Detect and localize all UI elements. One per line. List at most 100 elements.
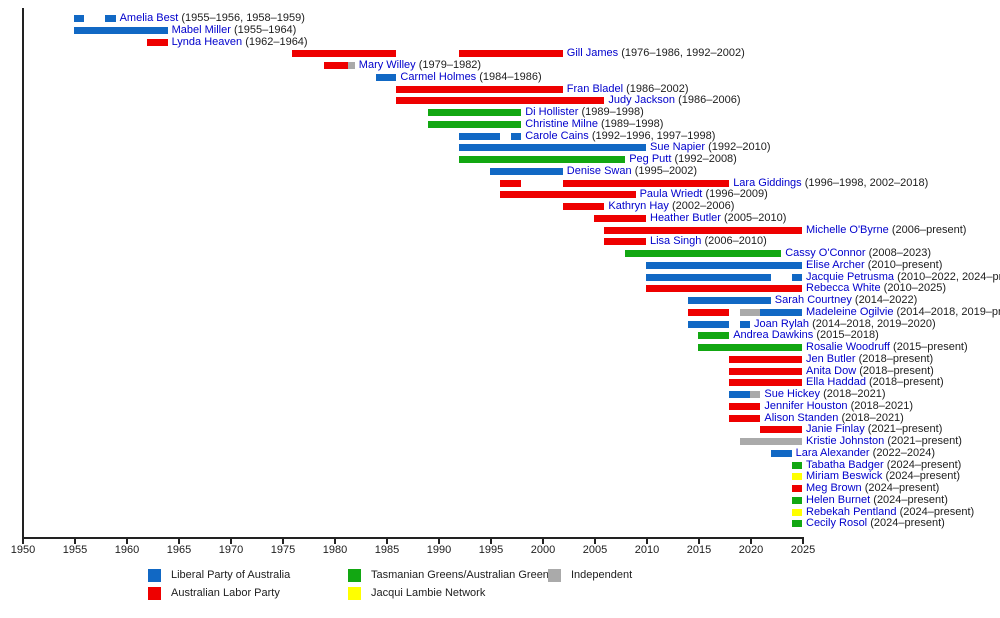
timeline-bar-independent <box>739 308 761 316</box>
member-name-link[interactable]: Rebekah Pentland <box>806 505 897 518</box>
member-label: Carmel Holmes (1984–1986) <box>400 70 541 83</box>
member-name-link[interactable]: Jacquie Petrusma <box>806 270 895 283</box>
member-name-link[interactable]: Helen Burnet <box>806 493 871 506</box>
member-name-link[interactable]: Kristie Johnston <box>806 435 885 447</box>
timeline-bar-liberal <box>770 449 792 457</box>
timeline-bar-greens <box>791 520 802 528</box>
member-dates: (1955–1956, 1958–1959) <box>181 12 305 24</box>
x-axis-tick-label: 2015 <box>686 544 712 556</box>
member-name-link[interactable]: Christine Milne <box>525 117 598 130</box>
member-name-link[interactable]: Lara Giddings <box>733 176 802 189</box>
member-name-link[interactable]: Peg Putt <box>629 153 672 165</box>
legend-swatch-liberal <box>148 569 161 582</box>
member-name-link[interactable]: Joan Rylah <box>754 317 810 330</box>
member-name-link[interactable]: Carole Cains <box>525 129 589 142</box>
member-name-link[interactable]: Tabatha Badger <box>806 458 884 471</box>
member-dates: (2024–present) <box>870 517 945 530</box>
member-label: Lara Alexander (2022–2024) <box>795 446 935 459</box>
x-axis-tick <box>178 538 180 544</box>
x-axis-tick <box>22 538 24 544</box>
member-dates: (2018–present) <box>858 352 934 365</box>
timeline-bar-liberal <box>458 132 501 140</box>
member-name-link[interactable]: Rosalie Woodruff <box>806 341 890 353</box>
x-axis-tick-label: 1990 <box>426 544 452 556</box>
member-name-link[interactable]: Andrea Dawkins <box>733 329 814 342</box>
timeline-bar-labor <box>729 414 761 422</box>
member-name-link[interactable]: Carmel Holmes <box>400 70 477 83</box>
member-name-link[interactable]: Sarah Courtney <box>774 294 852 306</box>
member-name-link[interactable]: Di Hollister <box>525 106 579 118</box>
member-label: Tabatha Badger (2024–present) <box>806 458 961 471</box>
member-name-link[interactable]: Sue Hickey <box>764 388 821 400</box>
member-label: Mary Willey (1979–1982) <box>359 60 481 71</box>
member-label: Ella Haddad (2018–present) <box>806 377 944 388</box>
member-label: Mabel Miller (1955–1964) <box>171 23 297 36</box>
member-label: Gill James (1976–1986, 1992–2002) <box>567 48 745 59</box>
member-name-link[interactable]: Lisa Singh <box>650 235 702 248</box>
member-name-link[interactable]: Meg Brown <box>806 482 862 494</box>
timeline-bar-independent <box>739 438 802 445</box>
member-label: Christine Milne (1989–1998) <box>525 117 663 130</box>
member-name-link[interactable]: Mary Willey <box>358 59 416 71</box>
x-axis-tick <box>126 538 128 544</box>
member-dates: (2018–2021) <box>823 388 886 400</box>
timeline-bar-greens <box>427 109 522 116</box>
member-name-link[interactable]: Mabel Miller <box>171 23 231 36</box>
x-axis-tick-label: 2005 <box>582 544 608 556</box>
member-dates: (1962–1964) <box>245 35 308 48</box>
x-axis-tick <box>698 538 700 544</box>
member-dates: (2002–2006) <box>671 200 735 212</box>
member-name-link[interactable]: Denise Swan <box>566 164 632 177</box>
timeline-bar-liberal <box>510 132 522 140</box>
member-name-link[interactable]: Rebecca White <box>806 282 881 295</box>
timeline-bar-labor <box>687 308 730 316</box>
x-axis-tick <box>230 538 232 544</box>
member-name-link[interactable]: Alison Standen <box>764 411 839 424</box>
timeline-bar-liberal <box>739 320 750 328</box>
member-name-link[interactable]: Anita Dow <box>806 364 857 377</box>
member-name-link[interactable]: Janie Finlay <box>806 423 865 436</box>
member-dates: (1992–2010) <box>708 141 771 154</box>
timeline-bar-liberal <box>687 297 771 304</box>
timeline-bar-jln <box>791 473 802 481</box>
timeline-bar-greens <box>458 156 626 163</box>
member-name-link[interactable]: Cassy O'Connor <box>785 247 866 259</box>
timeline-bar-greens <box>625 250 782 257</box>
member-name-link[interactable]: Fran Bladel <box>566 82 624 95</box>
member-name-link[interactable]: Madeleine Ogilvie <box>806 305 894 318</box>
member-name-link[interactable]: Cecily Rosol <box>806 517 868 530</box>
member-name-link[interactable]: Jennifer Houston <box>764 399 848 412</box>
member-name-link[interactable]: Miriam Beswick <box>806 470 883 483</box>
member-name-link[interactable]: Ella Haddad <box>806 376 866 389</box>
member-dates: (2014–2022) <box>854 294 918 306</box>
timeline-bar-labor <box>729 355 802 363</box>
member-name-link[interactable]: Lara Alexander <box>795 446 870 459</box>
member-label: Di Hollister (1989–1998) <box>525 107 644 118</box>
member-dates: (2024–present) <box>864 482 940 494</box>
member-name-link[interactable]: Amelia Best <box>119 12 179 24</box>
member-label: Anita Dow (2018–present) <box>806 364 934 377</box>
member-label: Paula Wriedt (1996–2009) <box>640 189 768 200</box>
member-dates: (1992–1996, 1997–1998) <box>591 129 716 142</box>
member-name-link[interactable]: Lynda Heaven <box>171 35 243 48</box>
member-name-link[interactable]: Paula Wriedt <box>639 188 703 201</box>
legend-label-liberal: Liberal Party of Australia <box>171 569 291 581</box>
member-name-link[interactable]: Jen Butler <box>806 352 856 365</box>
timeline-bar-liberal <box>646 273 771 281</box>
member-name-link[interactable]: Heather Butler <box>650 211 721 224</box>
member-name-link[interactable]: Michelle O'Byrne <box>806 223 889 236</box>
member-dates: (2024–present) <box>873 493 948 506</box>
timeline-bar-labor <box>562 203 605 210</box>
timeline-bar-greens <box>698 332 730 340</box>
timeline-bar-liberal <box>687 320 730 328</box>
timeline-bar-liberal <box>760 308 802 316</box>
member-dates: (1996–2009) <box>705 188 768 201</box>
member-name-link[interactable]: Kathryn Hay <box>608 200 669 212</box>
member-name-link[interactable]: Gill James <box>566 47 619 60</box>
member-name-link[interactable]: Sue Napier <box>650 141 706 154</box>
member-name-link[interactable]: Judy Jackson <box>608 94 676 107</box>
timeline-bar-labor <box>292 50 397 58</box>
timeline-bar-jln <box>791 508 802 516</box>
member-label: Fran Bladel (1986–2002) <box>566 82 689 95</box>
member-name-link[interactable]: Elise Archer <box>806 258 865 271</box>
